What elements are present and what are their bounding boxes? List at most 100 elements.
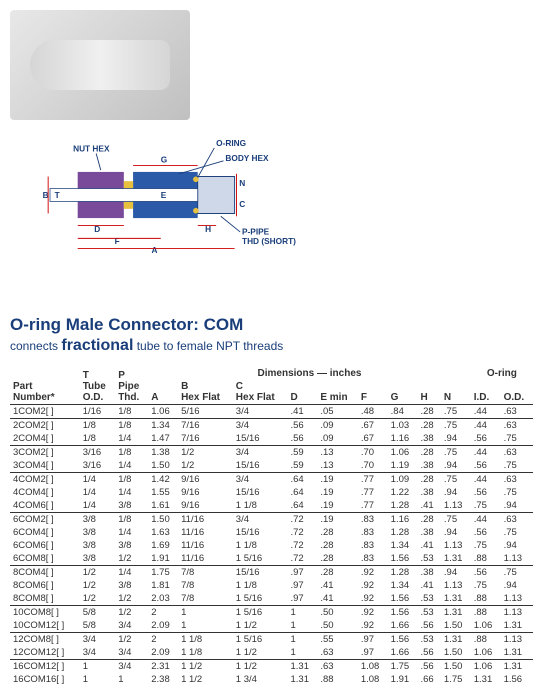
cell-g: 1.34 — [388, 579, 418, 592]
cell-emin: .50 — [317, 606, 357, 620]
cell-f: .92 — [358, 579, 388, 592]
cell-d: .56 — [287, 419, 317, 433]
cell-t: 3/4 — [80, 646, 116, 660]
cell-p: 3/8 — [115, 539, 148, 552]
cell-a: 1.55 — [148, 486, 178, 499]
cell-f: 1.08 — [358, 660, 388, 674]
cell-n: 1.31 — [441, 552, 471, 566]
cell-part: 6COM8[ ] — [10, 552, 80, 566]
cell-g: 1.34 — [388, 539, 418, 552]
table-row: 10COM12[ ]5/83/42.0911 1/21.50.921.66.56… — [10, 619, 533, 633]
cell-g: 1.91 — [388, 673, 418, 686]
subtitle-fractional: fractional — [61, 337, 133, 354]
cell-n: .94 — [441, 459, 471, 473]
cell-n: 1.50 — [441, 646, 471, 660]
cell-part: 1COM2[ ] — [10, 405, 80, 419]
cell-emin: .50 — [317, 619, 357, 633]
cell-c: 1 1/2 — [233, 646, 288, 660]
cell-emin: .13 — [317, 459, 357, 473]
svg-text:A: A — [152, 245, 158, 255]
cell-ood: 1.13 — [501, 606, 533, 620]
cell-part: 2COM2[ ] — [10, 419, 80, 433]
cell-b: 7/16 — [178, 419, 233, 433]
cell-g: 1.28 — [388, 499, 418, 513]
cell-t: 3/4 — [80, 633, 116, 647]
cell-d: .64 — [287, 486, 317, 499]
cell-c: 1 5/16 — [233, 592, 288, 606]
cell-g: 1.28 — [388, 526, 418, 539]
cell-f: .83 — [358, 526, 388, 539]
cell-part: 6COM2[ ] — [10, 513, 80, 527]
col-c: CHex Flat — [233, 380, 288, 405]
label-o-ring: O-RING — [216, 138, 246, 148]
cell-p: 3/4 — [115, 660, 148, 674]
cell-c: 15/16 — [233, 526, 288, 539]
cell-p: 1/8 — [115, 419, 148, 433]
cell-f: .92 — [358, 566, 388, 580]
cell-oid: 1.31 — [471, 673, 501, 686]
cell-n: .75 — [441, 419, 471, 433]
page-title: O-ring Male Connector: COM — [10, 315, 533, 335]
cell-ood: .63 — [501, 419, 533, 433]
cell-f: .67 — [358, 419, 388, 433]
table-row: 3COM2[ ]3/161/81.381/23/4.59.13.701.06.2… — [10, 446, 533, 460]
cell-oid: .75 — [471, 579, 501, 592]
cell-b: 11/16 — [178, 526, 233, 539]
cell-d: 1 — [287, 646, 317, 660]
cell-h: .53 — [418, 552, 441, 566]
cell-c: 15/16 — [233, 566, 288, 580]
cell-f: .77 — [358, 473, 388, 487]
cell-h: .53 — [418, 606, 441, 620]
cell-oid: .44 — [471, 419, 501, 433]
cell-ood: .63 — [501, 446, 533, 460]
cell-d: .41 — [287, 405, 317, 419]
cell-b: 11/16 — [178, 513, 233, 527]
cell-f: .70 — [358, 459, 388, 473]
cell-h: .41 — [418, 499, 441, 513]
cell-oid: .56 — [471, 486, 501, 499]
cell-f: .92 — [358, 619, 388, 633]
cell-emin: .13 — [317, 446, 357, 460]
spec-table-body: 1COM2[ ]1/161/81.065/163/4.41.05.48.84.2… — [10, 405, 533, 687]
cell-d: .97 — [287, 579, 317, 592]
cell-g: 1.28 — [388, 566, 418, 580]
cell-b: 7/16 — [178, 432, 233, 446]
table-row: 8COM8[ ]1/21/22.037/81 5/16.97.41.921.56… — [10, 592, 533, 606]
cell-d: .64 — [287, 499, 317, 513]
cell-oid: 1.06 — [471, 660, 501, 674]
cell-b: 11/16 — [178, 552, 233, 566]
cell-d: 1.31 — [287, 660, 317, 674]
cell-g: 1.56 — [388, 606, 418, 620]
cell-c: 3/4 — [233, 405, 288, 419]
cell-emin: .19 — [317, 473, 357, 487]
cell-h: .53 — [418, 633, 441, 647]
cell-ood: 1.13 — [501, 592, 533, 606]
col-t: TTubeO.D. — [80, 367, 116, 405]
schematic-diagram: NUT HEX O-RING BODY HEX P-PIPE THD (SHOR… — [10, 135, 330, 255]
cell-t: 3/8 — [80, 526, 116, 539]
col-h: H — [418, 380, 441, 405]
cell-oid: .44 — [471, 473, 501, 487]
col-group-oring: O-ring — [471, 367, 533, 380]
col-oring-od: O.D. — [501, 380, 533, 405]
cell-ood: .75 — [501, 526, 533, 539]
cell-c: 1 1/2 — [233, 619, 288, 633]
cell-ood: 1.13 — [501, 633, 533, 647]
cell-d: 1 — [287, 606, 317, 620]
cell-part: 8COM6[ ] — [10, 579, 80, 592]
cell-t: 1/2 — [80, 579, 116, 592]
cell-t: 3/16 — [80, 446, 116, 460]
cell-f: .97 — [358, 646, 388, 660]
cell-emin: .28 — [317, 526, 357, 539]
cell-ood: .94 — [501, 539, 533, 552]
cell-f: .77 — [358, 499, 388, 513]
cell-emin: .19 — [317, 486, 357, 499]
table-row: 10COM8[ ]5/81/2211 5/161.50.921.56.531.3… — [10, 606, 533, 620]
cell-h: .41 — [418, 579, 441, 592]
cell-h: .28 — [418, 513, 441, 527]
cell-h: .28 — [418, 473, 441, 487]
table-row: 8COM6[ ]1/23/81.817/81 1/8.97.41.921.34.… — [10, 579, 533, 592]
cell-f: .70 — [358, 446, 388, 460]
cell-ood: .63 — [501, 405, 533, 419]
cell-c: 3/4 — [233, 419, 288, 433]
